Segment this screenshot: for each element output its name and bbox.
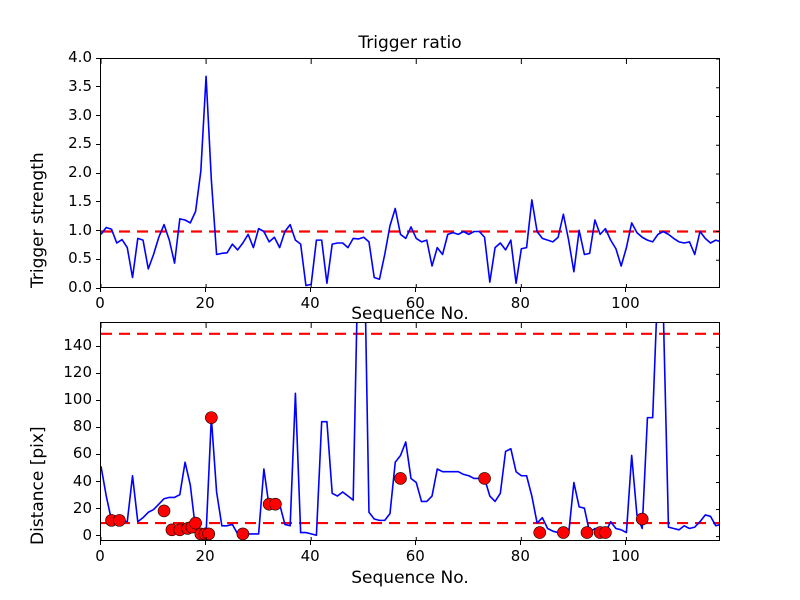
y-tickmark [96, 172, 100, 174]
x-tick-label: 40 [300, 294, 320, 312]
x-tick-label: 60 [405, 294, 425, 312]
y-tick-label: 0 [82, 525, 92, 544]
x-tickmark [519, 541, 521, 545]
detection-marker [635, 512, 649, 526]
y-tick-label: 3.5 [68, 76, 92, 95]
bottom-plot-xlabel: Sequence No. [351, 568, 469, 588]
y-tick-label: 60 [72, 444, 92, 463]
y-tickmark [96, 201, 100, 203]
x-tick-label: 20 [195, 294, 215, 312]
y-tickmark [96, 426, 100, 428]
y-tickmark [96, 453, 100, 455]
detection-marker [205, 411, 218, 424]
y-tickmark [96, 535, 100, 537]
top-plot-line-chart [101, 59, 719, 287]
y-tick-label: 2.0 [68, 163, 92, 181]
y-tick-label: 140 [63, 336, 92, 355]
detection-marker [269, 497, 282, 511]
top-plot-title: Trigger ratio [358, 33, 462, 53]
detection-marker [533, 526, 547, 539]
y-tickmark [96, 115, 100, 116]
y-tick-label: 2.5 [68, 134, 92, 153]
y-tick-label: 120 [63, 363, 92, 382]
x-tickmark [414, 288, 416, 292]
detection-marker [189, 516, 202, 530]
data-line-distance [101, 323, 719, 537]
y-tick-label: 0.0 [68, 278, 92, 296]
x-tickmark [99, 288, 101, 292]
y-tickmark [96, 372, 100, 374]
x-tick-label: 100 [611, 294, 640, 312]
y-tickmark [96, 57, 100, 59]
x-tick-label: 0 [95, 547, 105, 565]
x-tickmark [204, 288, 206, 292]
x-tickmark [624, 541, 626, 545]
x-tick-label: 80 [510, 294, 530, 312]
y-tick-label: 0.5 [68, 249, 92, 268]
detection-marker [113, 514, 126, 527]
y-tick-label: 4.0 [68, 48, 92, 66]
y-tick-label: 100 [63, 390, 92, 409]
detection-marker [599, 526, 612, 539]
y-tickmark [96, 399, 100, 401]
detection-marker [394, 472, 407, 485]
y-tickmark [96, 508, 100, 510]
detection-marker [202, 527, 216, 540]
detection-marker [478, 472, 491, 485]
x-tick-label: 60 [405, 547, 425, 565]
y-tickmark [96, 86, 100, 88]
y-tick-label: 40 [72, 471, 92, 490]
y-tickmark [96, 258, 100, 260]
y-tick-label: 20 [72, 498, 92, 517]
x-tick-label: 0 [95, 294, 105, 312]
x-tickmark [624, 288, 626, 292]
bottom-plot-line-chart [101, 323, 719, 540]
x-tickmark [204, 541, 206, 545]
y-tickmark [96, 481, 100, 483]
top-plot-axes [100, 58, 720, 288]
detection-marker [557, 526, 570, 539]
x-tickmark [309, 288, 311, 292]
y-tick-label: 1.5 [68, 191, 92, 210]
x-tick-label: 100 [611, 547, 640, 565]
y-tickmark [96, 287, 100, 289]
x-tickmark [99, 541, 101, 545]
x-tickmark [519, 288, 521, 292]
x-tickmark [414, 541, 416, 545]
y-tick-label: 80 [72, 417, 92, 436]
y-tickmark [96, 230, 100, 231]
x-tickmark [309, 541, 311, 545]
x-tick-label: 20 [195, 547, 215, 565]
data-line-trigger-strength [101, 75, 719, 287]
y-tick-label: 1.0 [68, 220, 92, 239]
detection-marker [157, 504, 171, 518]
y-tick-label: 3.0 [68, 105, 92, 124]
top-plot-xlabel: Sequence No. [351, 304, 469, 324]
bottom-plot-axes [100, 322, 720, 541]
y-tickmark [96, 345, 100, 347]
detection-marker [580, 526, 594, 539]
x-tick-label: 80 [510, 547, 530, 565]
detection-marker [236, 527, 250, 540]
y-tickmark [96, 143, 100, 145]
x-tick-label: 40 [300, 547, 320, 565]
